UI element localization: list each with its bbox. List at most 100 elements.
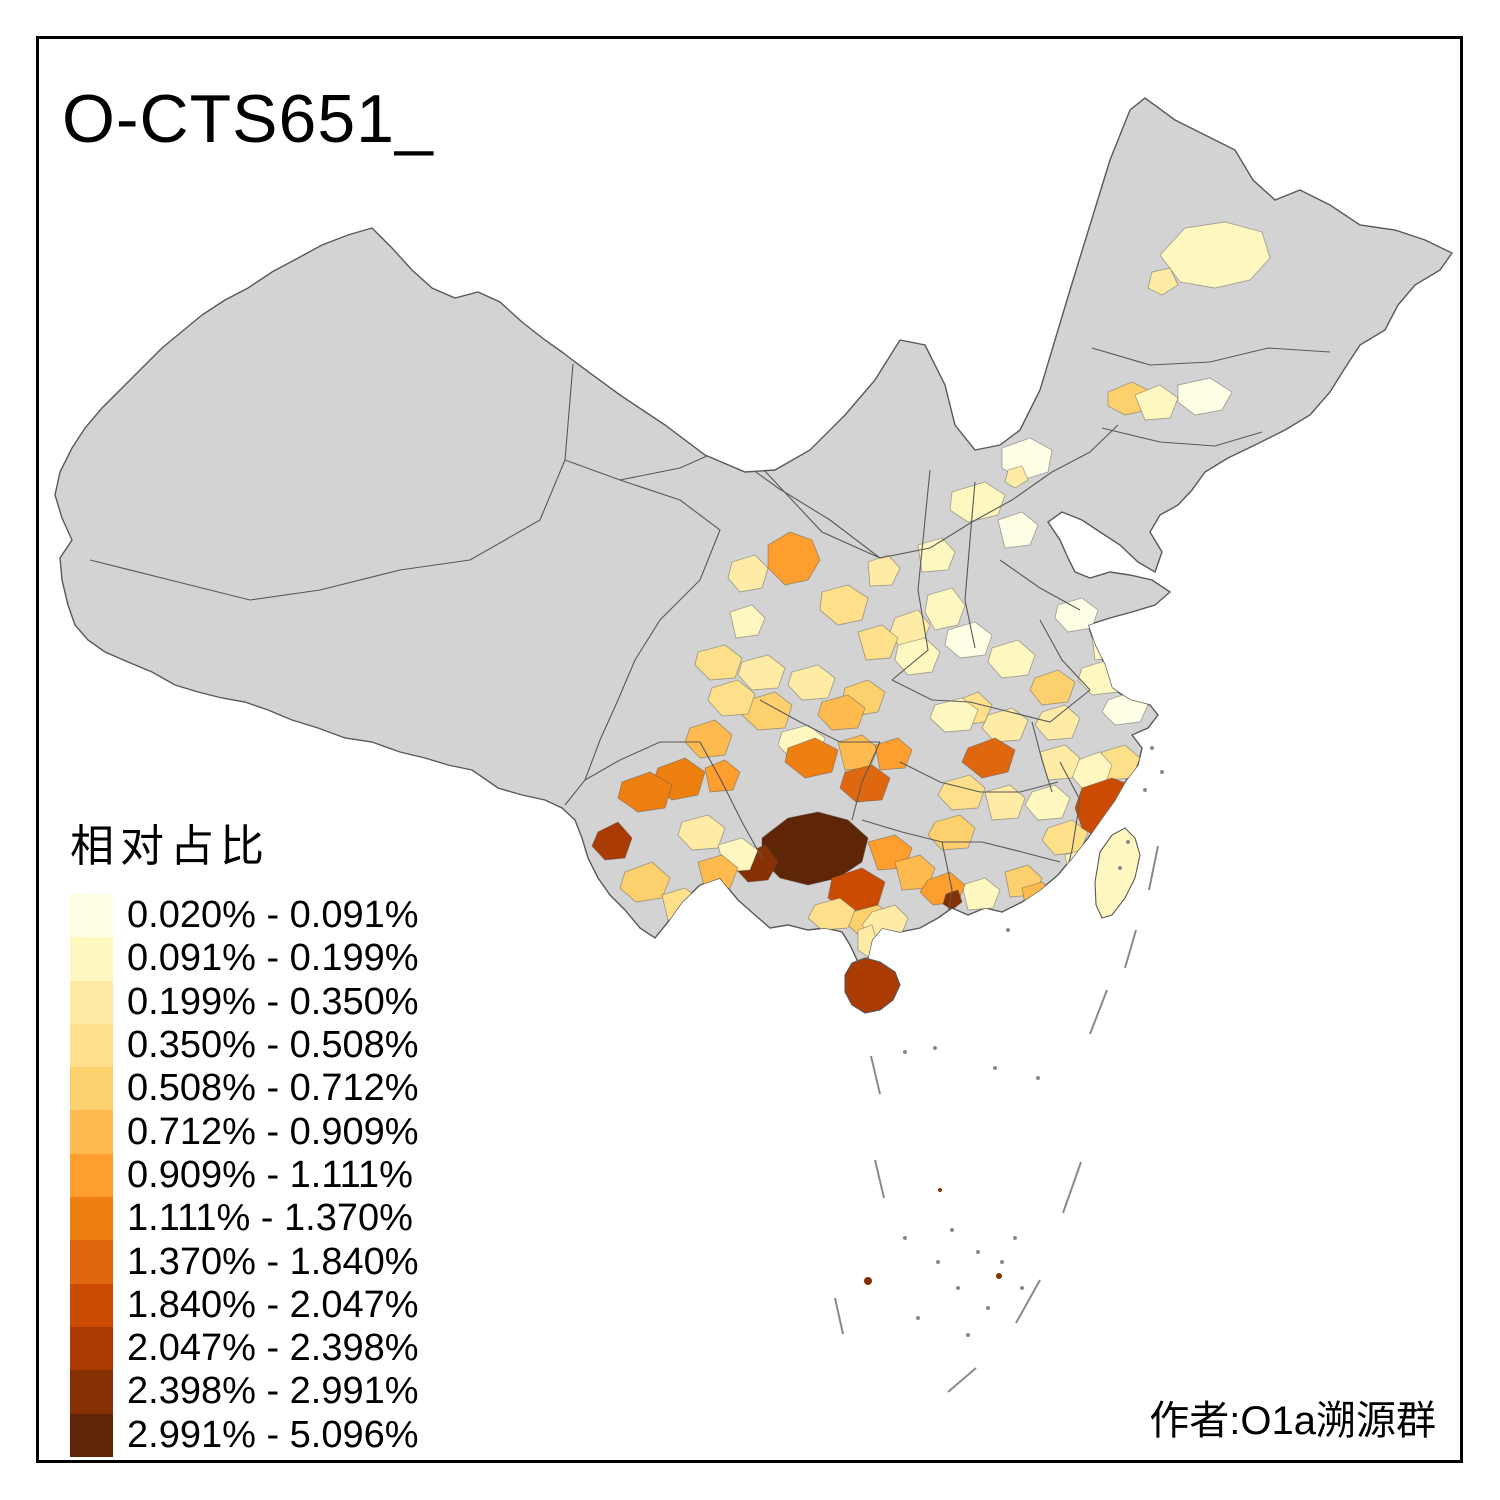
hainan-island [844,957,901,1014]
prefecture-patch [819,584,869,626]
islet-dot [1006,928,1010,932]
nine-dash-line-segment [1124,929,1137,969]
legend-swatch [70,1326,113,1371]
legend-swatch [70,1240,113,1284]
nine-dash-line-segment [874,1159,885,1199]
prefecture-patch [817,694,866,731]
prefecture-patch [984,784,1026,821]
prefecture-patch [1021,881,1056,910]
islet-dot-colored [996,1273,1002,1279]
prefecture-patch [741,691,793,731]
prefecture-patch [1024,784,1071,821]
nine-dash-line-segment [834,1297,844,1335]
legend-swatch [70,1153,113,1198]
prefecture-patch [677,814,726,851]
legend-row: 0.508% - 0.712% [70,1067,419,1111]
taiwan-island [1094,827,1141,919]
legend-swatch [70,1413,113,1457]
islet-dot [966,1333,970,1337]
legend-row: 0.199% - 0.350% [70,980,419,1024]
prefecture-patch [839,764,891,803]
prefecture-patch [924,587,966,631]
legend-rows: 0.020% - 0.091% 0.091% - 0.199% 0.199% - 0… [70,894,419,1457]
province-border [89,363,574,601]
prefecture-patch [807,897,856,931]
prefecture-patch [961,737,1016,779]
islet-dot [1160,770,1164,774]
islet-dot [1013,1236,1017,1240]
legend-row: 2.398% - 2.991% [70,1370,419,1414]
page-title: O-CTS651_ [62,81,434,157]
prefecture-patch [981,707,1029,743]
legend-label: 0.091% - 0.199% [127,937,419,980]
legend-row: 1.840% - 2.047% [70,1283,419,1327]
legend-swatch [70,1370,113,1414]
prefecture-patch [937,774,986,811]
islet-dot [933,1046,937,1050]
legend-swatch [70,1283,113,1327]
islet-dot [1118,866,1122,870]
prefecture-patch [1134,384,1179,421]
legend-row: 0.091% - 0.199% [70,937,419,981]
prefecture-patch [707,679,756,717]
prefecture-patch [867,554,901,587]
legend-row: 2.991% - 5.096% [70,1413,419,1457]
legend-row: 1.111% - 1.370% [70,1197,419,1241]
islet-dot [950,1228,954,1232]
legend-swatch [70,1197,113,1241]
prefecture-patch [837,734,879,771]
islet-dot [1150,746,1154,750]
legend-label: 0.199% - 0.350% [127,980,419,1023]
prefecture-patch [737,654,786,691]
prefecture-patch [694,644,743,681]
islet-dot [1126,840,1130,844]
prefecture-patch [591,821,633,861]
province-border [999,559,1081,611]
legend-label: 0.508% - 0.712% [127,1067,419,1110]
prefecture-patch [894,854,936,891]
prefecture-patch [1029,669,1076,706]
legend-swatch [70,937,113,981]
prefecture-patch [729,604,766,639]
nine-dash-line-segment [947,1367,977,1393]
prefecture-patch [874,737,913,771]
nine-dash-line-segment [1148,845,1159,891]
prefecture-patch [942,889,963,911]
legend: 相对占比 0.020% - 0.091% 0.091% - 0.199% 0.199… [70,810,419,1457]
legend-label: 1.111% - 1.370% [127,1197,413,1240]
legend-row: 0.020% - 0.091% [70,894,419,938]
prefecture-patch [997,511,1039,549]
legend-row: 0.712% - 0.909% [70,1110,419,1154]
attribution-text: 作者:O1a溯源群 [1149,1399,1436,1443]
islet-dot-colored [938,1188,942,1192]
islet-dot-colored [864,1277,872,1285]
legend-swatch [70,1110,113,1154]
province-border [704,424,1119,559]
islet-dot [916,1316,920,1320]
province-border [584,741,700,781]
south-china-sea-layer [834,746,1164,1393]
prefecture-patch [857,624,899,661]
prefecture-patch [1147,267,1179,296]
prefecture-patch [784,737,839,779]
islet-dot [986,1306,990,1310]
legend-label: 0.350% - 0.508% [127,1024,419,1067]
prefecture-patch [787,664,836,701]
province-border [564,459,721,806]
island-layer [844,827,1141,1014]
province-border [861,819,1061,863]
nine-dash-line-segment [870,1055,881,1095]
legend-swatch [70,894,113,938]
province-border [1031,721,1053,793]
province-border [899,761,1059,793]
legend-label: 0.020% - 0.091% [127,894,419,937]
islet-dot [903,1236,907,1240]
province-border [699,741,763,859]
prefecture-patch [894,637,941,676]
legend-row: 2.047% - 2.398% [70,1326,419,1371]
province-border [1091,347,1331,366]
islet-dot [1036,1076,1040,1080]
legend-swatch [70,1023,113,1068]
